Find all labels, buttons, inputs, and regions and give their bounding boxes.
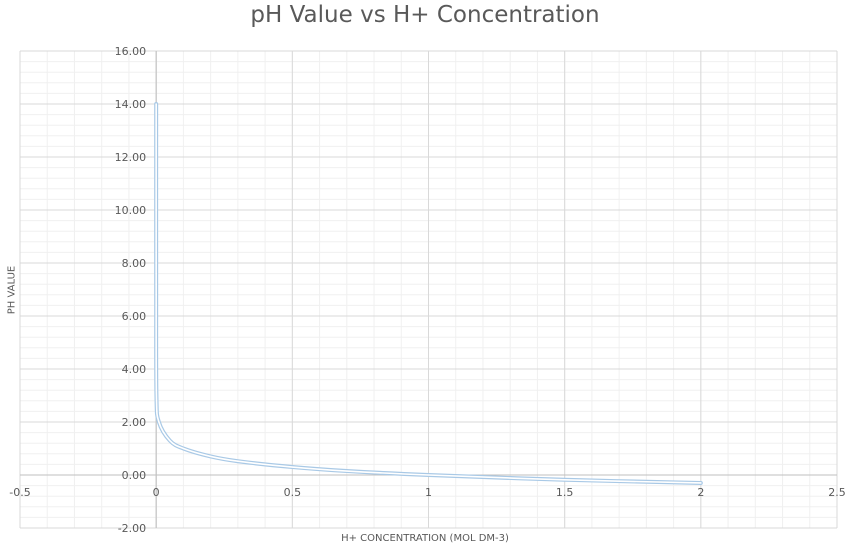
series-layer [154,102,703,485]
y-tick-labels: -2.00 0.00 2.00 4.00 6.00 8.00 10.00 12.00 14.00… [115,45,147,535]
y-tick-label: 14.00 [115,98,147,111]
x-tick-label: 2.5 [828,486,846,499]
y-tick-label: 6.00 [122,310,147,323]
x-tick-label: 2 [697,486,704,499]
series-line-highlight [155,103,702,484]
y-tick-label: -2.00 [118,522,146,535]
x-tick-label: 1.5 [556,486,574,499]
y-axis-label: PH VALUE [6,265,18,315]
chart-title: pH Value vs H+ Concentration [250,2,600,28]
y-tick-label: 10.00 [115,204,147,217]
y-tick-label: 0.00 [122,469,147,482]
x-tick-label: -0.5 [9,486,30,499]
y-tick-label: 16.00 [115,45,147,58]
x-tick-label: 0 [153,486,160,499]
x-axis-label: H+ CONCENTRATION (MOL DM-3) [341,533,509,544]
y-tick-label: 2.00 [122,416,147,429]
y-tick-label: 4.00 [122,363,147,376]
x-tick-label: 1 [425,486,432,499]
y-tick-label: 12.00 [115,151,147,164]
x-tick-label: 0.5 [284,486,302,499]
y-tick-label: 8.00 [122,257,147,270]
x-tick-labels: -0.5 0 0.5 1 1.5 2 2.5 [9,486,845,499]
